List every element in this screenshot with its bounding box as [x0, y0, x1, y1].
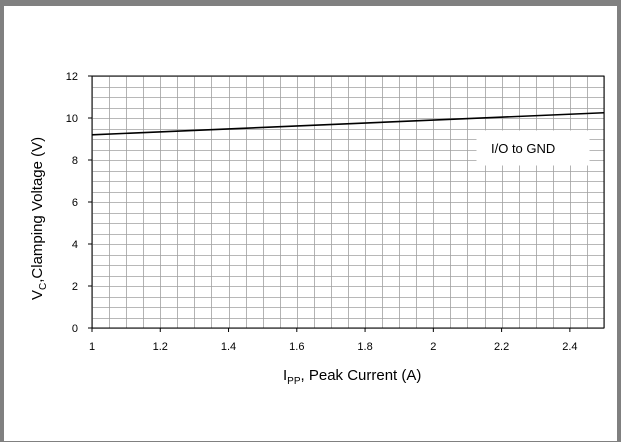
series-line: [91, 111, 605, 136]
legend: I/O to GND: [476, 130, 590, 166]
x-axis-title: IPP, Peak Current (A): [283, 367, 421, 387]
x-tick-label: 1.6: [289, 341, 304, 353]
y-tick-label: 0: [72, 323, 78, 335]
legend-series-label: I/O to GND: [491, 141, 555, 156]
plot-area: [91, 75, 605, 329]
x-tick-label: 1.4: [221, 341, 236, 353]
x-tick-label: 1.2: [153, 341, 168, 353]
y-axis-title-rest: ,Clamping Voltage (V): [29, 137, 46, 283]
x-axis-title-main: I: [283, 367, 287, 384]
x-tick-label: 2.2: [494, 341, 509, 353]
x-tick-label: 2.4: [562, 341, 577, 353]
y-tick-label: 2: [72, 281, 78, 293]
x-tick-label: 1: [89, 341, 95, 353]
x-axis-title-sub: PP: [287, 376, 301, 387]
series-layer: [91, 111, 605, 136]
x-tick-label: 2: [430, 341, 436, 353]
y-axis-title: VC,Clamping Voltage (V): [29, 137, 49, 300]
y-tick-label: 8: [72, 155, 78, 167]
chart-grid: [92, 76, 605, 329]
y-axis-title-sub: C: [38, 283, 49, 290]
y-axis-title-main: V: [29, 290, 46, 300]
y-tick-label: 12: [66, 71, 78, 83]
axis-ticks: 1 1.2 1.4 1.6 1.8 2 2.2 2.4 0 2 4 6 8 10 12: [66, 71, 578, 353]
y-tick-label: 6: [72, 197, 78, 209]
x-axis-title-rest: , Peak Current (A): [301, 367, 422, 384]
legend-box: [476, 130, 590, 166]
x-tick-label: 1.8: [357, 341, 372, 353]
y-tick-label: 10: [66, 113, 78, 125]
y-tick-label: 4: [72, 239, 78, 251]
